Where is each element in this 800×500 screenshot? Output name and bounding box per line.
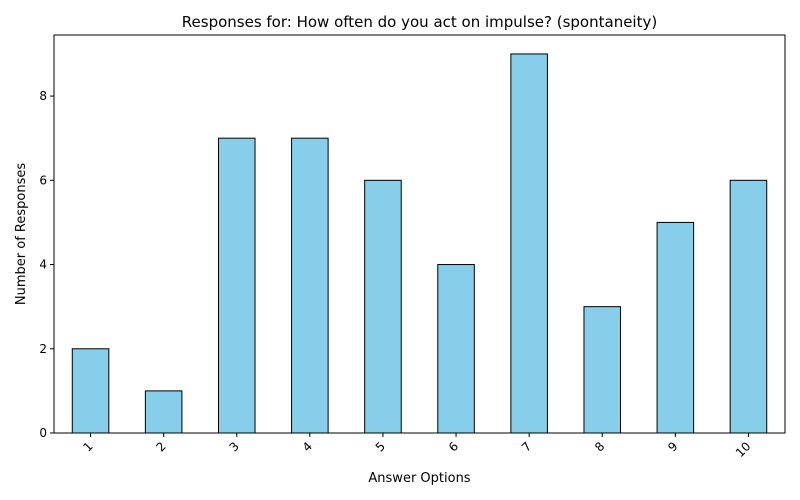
x-tick-label: 5	[373, 439, 388, 454]
y-tick-label: 2	[39, 342, 47, 356]
x-tick-label: 8	[592, 439, 607, 454]
bar-7	[510, 53, 548, 434]
bar-9	[656, 221, 695, 434]
y-tick-label: 6	[39, 173, 47, 187]
y-tick-label: 4	[39, 258, 47, 272]
bar-10	[729, 179, 768, 434]
chart-title: Responses for: How often do you act on i…	[182, 13, 657, 31]
x-tick-label: 2	[153, 439, 168, 454]
x-tick-label: 1	[80, 439, 95, 454]
x-axis: 1 2 3 4 5 6 7 8 9 10	[80, 433, 754, 460]
x-tick-label: 10	[733, 439, 754, 460]
x-axis-label: Answer Options	[368, 471, 470, 486]
x-tick-label: 7	[519, 439, 534, 454]
x-tick-label: 3	[227, 439, 242, 454]
bar-3	[217, 137, 256, 434]
y-axis: 0 2 4 6 8	[39, 89, 54, 440]
plot-frame	[53, 34, 786, 434]
y-tick-label: 8	[39, 89, 47, 103]
x-tick-label: 9	[665, 439, 680, 454]
bar-6	[437, 264, 475, 434]
bars-layer	[71, 53, 768, 434]
bar-1	[71, 348, 110, 434]
x-tick-label: 4	[300, 439, 315, 454]
y-axis-label: Number of Responses	[14, 163, 29, 305]
y-tick-label: 0	[39, 426, 47, 440]
bar-8	[583, 306, 622, 434]
bar-4	[291, 137, 329, 434]
x-tick-label: 6	[446, 439, 461, 454]
bar-2	[144, 390, 183, 434]
bar-5	[364, 179, 402, 434]
